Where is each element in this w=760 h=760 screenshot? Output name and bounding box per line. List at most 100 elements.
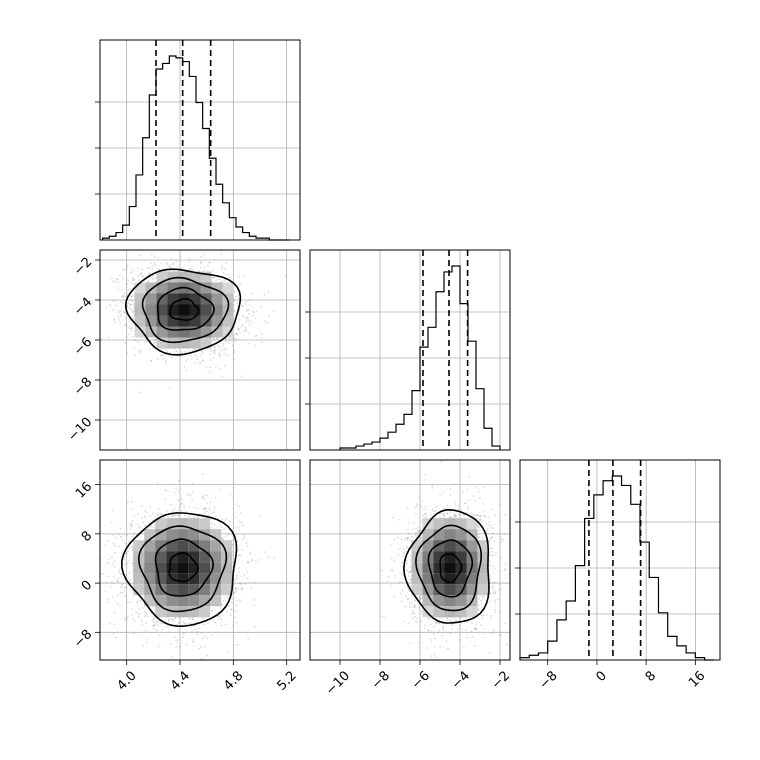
sample-point (189, 355, 192, 358)
sample-point (144, 341, 147, 343)
sample-point (221, 375, 224, 378)
sample-point (147, 280, 150, 283)
sample-point (108, 622, 111, 625)
sample-point (96, 560, 98, 562)
sample-point (232, 592, 235, 595)
sample-point (212, 357, 215, 359)
sample-point (131, 519, 134, 522)
sample-point (134, 339, 136, 341)
sample-point (248, 323, 251, 326)
sample-point (224, 364, 226, 367)
sample-point (221, 267, 224, 270)
sample-point (243, 536, 246, 539)
sample-point (238, 571, 241, 574)
sample-point (219, 278, 222, 281)
sample-point (126, 615, 129, 618)
sample-point (219, 368, 222, 370)
sample-point (151, 606, 154, 608)
density-cell (134, 304, 146, 316)
sample-point (203, 269, 205, 271)
sample-point (165, 349, 168, 352)
sample-point (260, 305, 263, 308)
sample-point (149, 611, 152, 614)
sample-point (123, 558, 125, 561)
contour-level-1 (157, 286, 215, 331)
sample-point (119, 605, 121, 608)
sample-point (232, 561, 235, 564)
sample-point (213, 351, 216, 353)
sample-point (169, 266, 172, 269)
sample-point (220, 526, 222, 529)
sample-point (247, 319, 250, 322)
sample-point (134, 354, 137, 357)
sample-point (157, 257, 159, 259)
sample-point (204, 507, 207, 510)
sample-point (241, 305, 244, 308)
sample-point (150, 631, 153, 634)
sample-point (189, 494, 192, 497)
sample-point (125, 323, 127, 326)
density-cell (178, 271, 190, 283)
sample-point (129, 303, 132, 306)
sample-point (151, 268, 154, 271)
sample-point (131, 525, 134, 528)
sample-point (189, 618, 192, 621)
sample-point (133, 347, 136, 350)
sample-point (193, 362, 196, 364)
sample-point (210, 527, 212, 529)
sample-point (145, 622, 147, 625)
hist-panel-1 (305, 249, 511, 451)
sample-point (238, 283, 240, 286)
sample-point (115, 579, 118, 581)
sample-point (216, 337, 218, 340)
sample-point (201, 495, 204, 498)
sample-point (209, 366, 211, 369)
density-cell (200, 282, 212, 294)
sample-point (234, 610, 237, 613)
sample-point (213, 349, 216, 352)
sample-point (131, 309, 133, 312)
sample-point (230, 614, 232, 617)
sample-point (182, 632, 185, 635)
sample-point (221, 518, 224, 521)
sample-point (213, 524, 216, 526)
sample-point (165, 620, 167, 623)
density-cell (134, 326, 146, 338)
sample-point (130, 525, 132, 528)
sample-point (206, 494, 209, 497)
sample-point (209, 359, 212, 361)
sample-point (138, 349, 141, 352)
sample-point (113, 623, 116, 626)
sample-point (235, 590, 237, 593)
density-cell (189, 293, 201, 305)
sample-point (122, 294, 125, 297)
sample-point (130, 327, 133, 330)
sample-point (171, 509, 174, 512)
sample-point (249, 304, 252, 307)
sample-point (252, 310, 254, 313)
sample-point (151, 278, 154, 281)
sample-point (133, 531, 136, 534)
density-cell (156, 282, 168, 294)
sample-point (167, 618, 170, 621)
sample-point (198, 627, 200, 630)
sample-point (117, 311, 120, 314)
sample-point (220, 280, 223, 283)
sample-point (232, 625, 235, 628)
sample-point (151, 619, 154, 622)
sample-point (117, 281, 120, 284)
sample-point (240, 582, 242, 584)
sample-point (127, 302, 129, 304)
sample-point (122, 296, 125, 298)
sample-point (240, 325, 243, 328)
sample-point (233, 300, 235, 303)
sample-point (164, 362, 167, 364)
sample-point (188, 515, 191, 517)
sample-point (139, 600, 141, 602)
density-cell (167, 315, 179, 327)
sample-point (267, 321, 269, 324)
sample-point (220, 252, 223, 255)
sample-point (223, 279, 226, 282)
sample-point (174, 617, 176, 620)
sample-point (236, 302, 239, 305)
